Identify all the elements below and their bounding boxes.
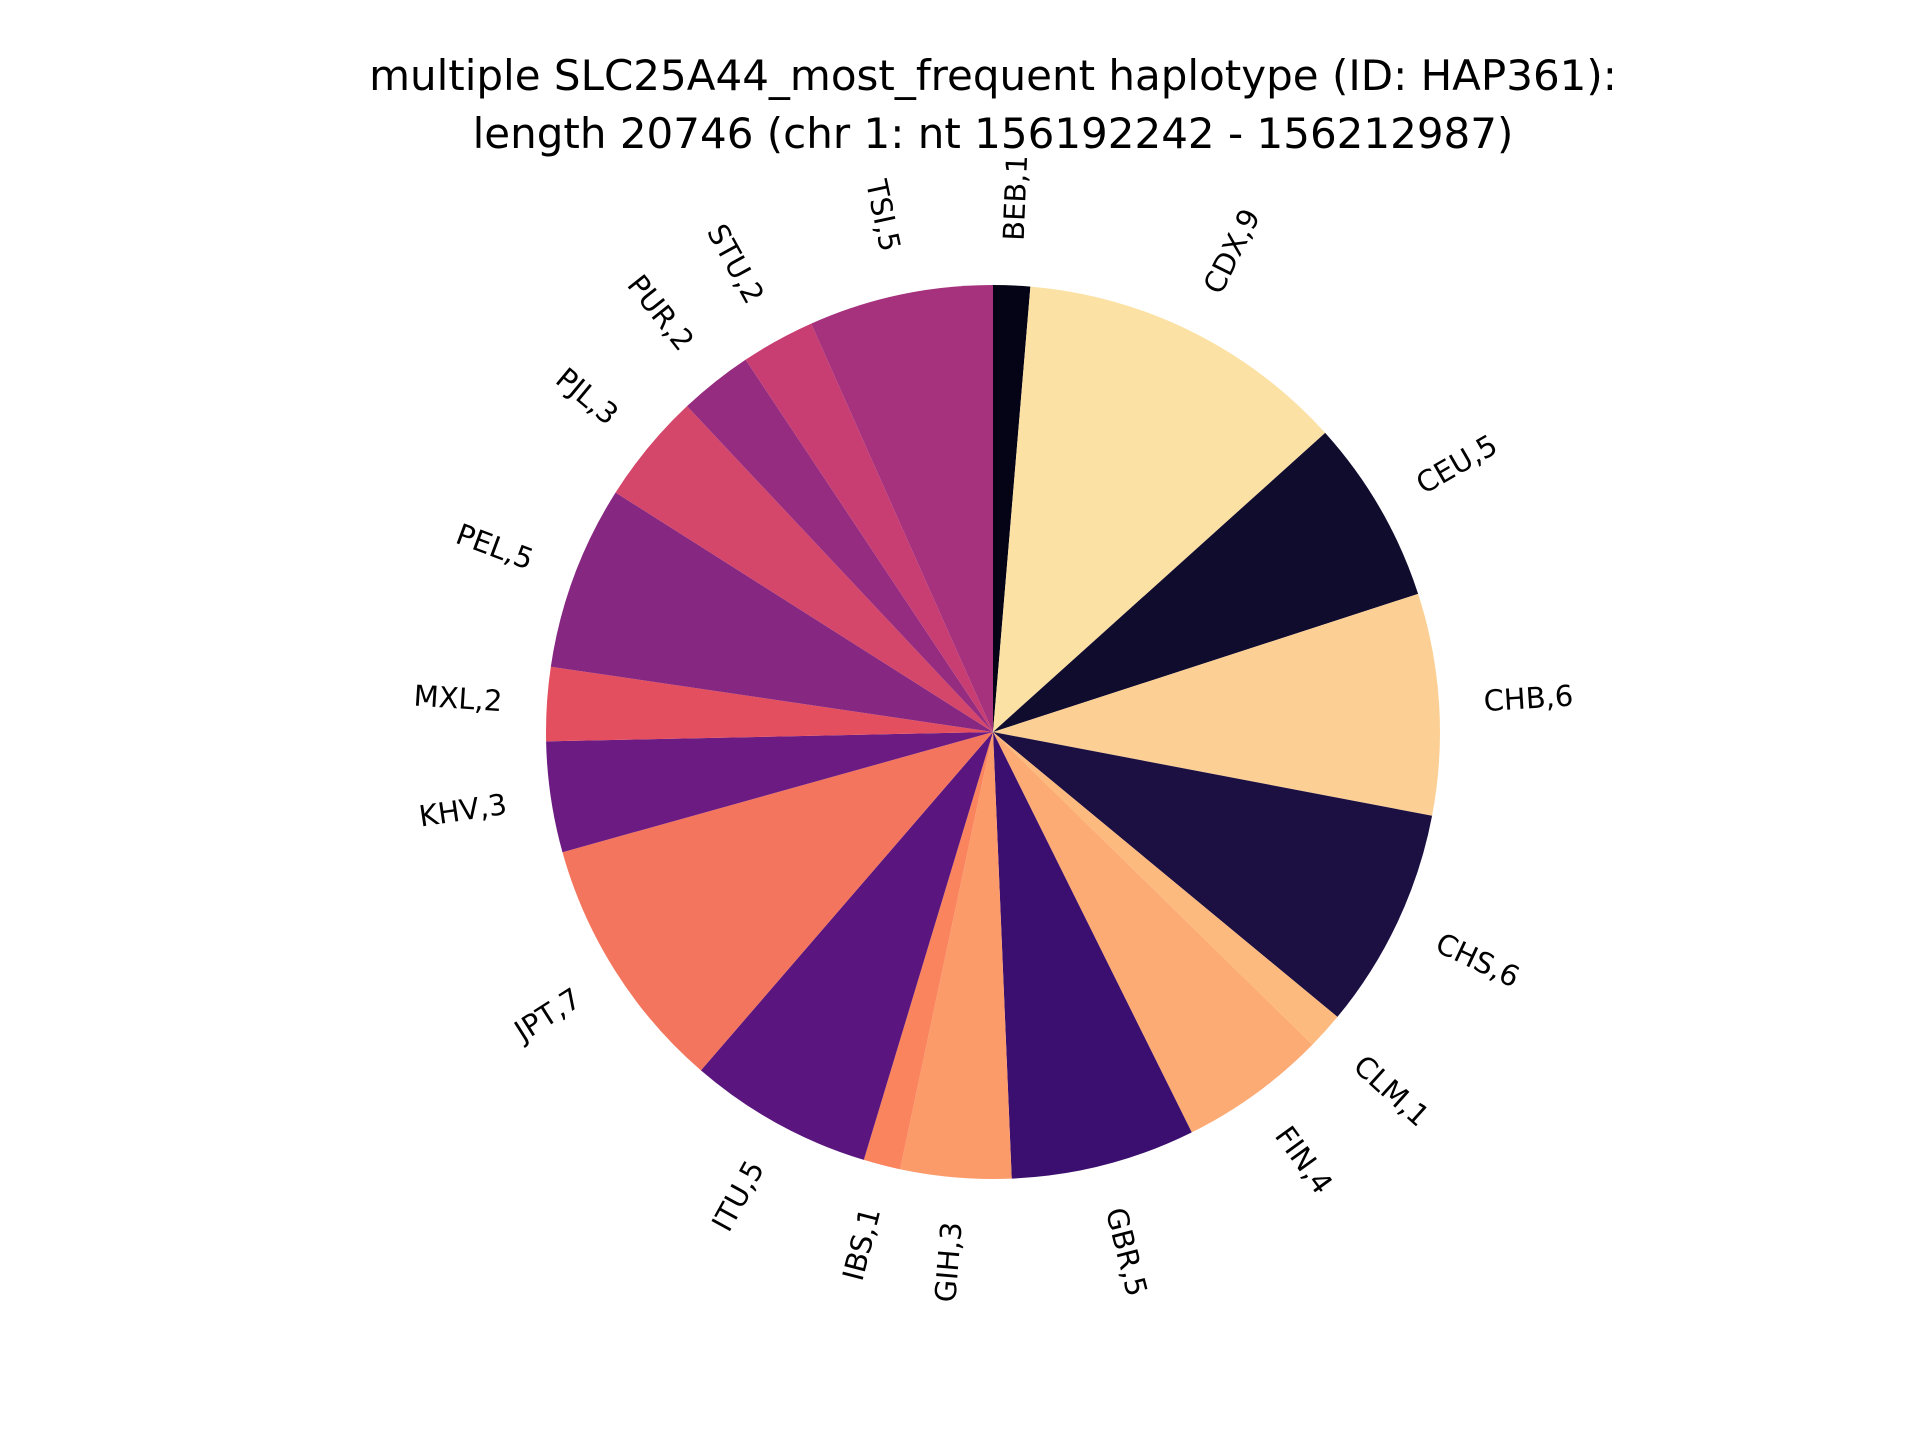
pie-slice-gih xyxy=(900,732,1012,1180)
pie-label-stu: STU,2 xyxy=(700,218,771,309)
pie-label-chb: CHB,6 xyxy=(1483,679,1575,719)
pie-slice-itu xyxy=(700,732,993,1160)
pie-label-chs: CHS,6 xyxy=(1431,926,1525,994)
pie-slice-cdx xyxy=(993,286,1326,732)
pie-slice-khv xyxy=(546,732,993,853)
pie-slice-ibs xyxy=(863,732,993,1170)
pie-slice-pjl xyxy=(615,406,993,732)
pie-slice-fin xyxy=(993,732,1313,1133)
pie-label-gbr: GBR,5 xyxy=(1099,1204,1154,1300)
pie-slice-pel xyxy=(550,492,993,732)
pie-label-pjl: PJL,3 xyxy=(549,361,625,432)
pie-slice-chs xyxy=(993,732,1433,1017)
pie-label-itu: ITU,5 xyxy=(705,1155,771,1237)
pie-label-jpt: JPT,7 xyxy=(507,981,587,1049)
pie-slice-tsi xyxy=(811,285,993,732)
pie-slice-gbr xyxy=(993,732,1192,1179)
pie-label-clm: CLM,1 xyxy=(1347,1048,1436,1133)
pie-slice-jpt xyxy=(562,732,993,1071)
pie-label-cdx: CDX,9 xyxy=(1196,203,1267,299)
pie-label-beb: BEB,1 xyxy=(997,154,1035,241)
pie-slice-beb xyxy=(993,285,1031,732)
pie-label-gih: GIH,3 xyxy=(928,1221,969,1304)
pie-label-ibs: IBS,1 xyxy=(836,1204,887,1284)
pie-slice-pur xyxy=(687,359,993,732)
chart-title-line-2: length 20746 (chr 1: nt 156192242 - 1562… xyxy=(473,109,1514,158)
pie-slice-clm xyxy=(993,732,1338,1045)
pie-slices xyxy=(546,285,1440,1180)
pie-label-fin: FIN,4 xyxy=(1268,1120,1339,1200)
pie-label-pel: PEL,5 xyxy=(452,517,538,577)
chart-title: multiple SLC25A44_most_frequent haplotyp… xyxy=(369,51,1617,158)
pie-label-khv: KHV,3 xyxy=(417,787,509,834)
pie-label-ceu: CEU,5 xyxy=(1410,428,1503,501)
pie-label-pur: PUR,2 xyxy=(620,268,700,357)
chart-title-line-1: multiple SLC25A44_most_frequent haplotyp… xyxy=(369,51,1617,100)
pie-slice-chb xyxy=(993,593,1440,816)
pie-label-tsi: TSI,5 xyxy=(859,176,908,255)
pie-slice-mxl xyxy=(546,666,993,742)
pie-label-mxl: MXL,2 xyxy=(413,679,504,719)
pie-slice-stu xyxy=(745,323,993,732)
pie-slice-ceu xyxy=(993,432,1419,732)
